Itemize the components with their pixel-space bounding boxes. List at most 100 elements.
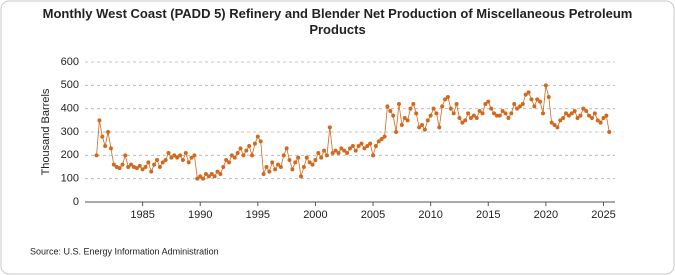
data-point (333, 148, 338, 153)
data-point (319, 155, 324, 160)
data-point (284, 146, 289, 151)
data-point (431, 106, 436, 111)
data-point (307, 160, 312, 165)
data-point (267, 169, 272, 174)
data-point (532, 104, 537, 109)
data-point (497, 113, 502, 118)
y-tick-label: 200 (61, 149, 79, 161)
data-point (201, 176, 206, 181)
data-point (111, 162, 116, 167)
data-point (356, 144, 361, 148)
data-point (451, 111, 456, 116)
x-tick-label: 2005 (361, 209, 385, 221)
data-point (106, 130, 111, 134)
data-point (310, 162, 315, 167)
data-point (348, 146, 352, 151)
data-point (494, 113, 499, 118)
data-point (460, 120, 465, 125)
data-point (483, 102, 488, 106)
data-point (371, 153, 376, 158)
data-point (526, 90, 531, 95)
data-point (385, 104, 390, 109)
data-point (166, 151, 171, 155)
data-point (281, 153, 286, 158)
data-point (425, 118, 430, 123)
data-point (515, 106, 520, 111)
data-point (359, 141, 364, 146)
data-point (129, 162, 134, 167)
data-point (549, 120, 554, 125)
data-point (552, 123, 557, 127)
data-point (437, 125, 442, 130)
data-point (120, 162, 125, 167)
data-point (157, 165, 162, 169)
y-tick-label: 600 (61, 56, 79, 68)
data-point (607, 130, 612, 134)
data-point (546, 95, 551, 99)
x-tick-label: 2015 (476, 209, 500, 221)
data-point (339, 146, 344, 151)
data-point (561, 116, 566, 120)
data-point (345, 151, 350, 155)
y-tick-label: 500 (61, 79, 79, 91)
data-point (149, 169, 154, 174)
data-point (270, 160, 275, 165)
data-point (489, 106, 494, 111)
data-point (454, 102, 459, 106)
y-axis-label: Thousand Barrels (40, 88, 52, 175)
data-point (434, 111, 439, 116)
data-point (529, 97, 534, 102)
data-point (589, 116, 594, 120)
data-point (566, 113, 571, 118)
data-point (402, 116, 407, 120)
data-point (448, 106, 453, 111)
data-point (408, 106, 413, 111)
data-point (394, 130, 399, 134)
data-point (520, 102, 525, 106)
data-point (350, 144, 355, 148)
data-point (290, 167, 295, 172)
data-point (244, 148, 249, 153)
data-point (198, 174, 203, 179)
data-point (523, 92, 528, 97)
data-point (192, 153, 197, 158)
data-point (183, 151, 188, 155)
data-point (143, 165, 148, 169)
data-point (146, 160, 151, 165)
data-point (587, 113, 592, 118)
data-point (108, 146, 113, 151)
data-point (252, 141, 257, 146)
data-point (543, 83, 548, 88)
data-point (575, 116, 580, 120)
chart-title: Monthly West Coast (PADD 5) Refinery and… (42, 6, 633, 37)
data-point (492, 111, 497, 116)
data-point (391, 113, 396, 118)
data-point (327, 125, 332, 130)
data-point (209, 172, 214, 176)
data-point (512, 102, 517, 106)
data-point (399, 123, 404, 127)
data-point (94, 153, 99, 158)
x-tick-label: 1995 (246, 209, 270, 221)
data-point (293, 160, 298, 165)
data-point (592, 111, 597, 116)
data-point (301, 165, 306, 169)
data-point (117, 166, 122, 171)
data-point (353, 148, 358, 153)
data-point (474, 116, 479, 120)
data-point (428, 113, 433, 118)
data-point (414, 111, 419, 116)
data-point (443, 97, 448, 102)
x-tick-label: 2025 (591, 209, 615, 221)
data-point (480, 111, 485, 116)
data-point (598, 120, 603, 125)
data-point (241, 153, 246, 158)
data-point (405, 118, 410, 123)
data-point (195, 176, 200, 181)
data-point (238, 146, 243, 151)
data-point (175, 155, 180, 160)
data-point (206, 174, 211, 179)
data-point (595, 118, 600, 123)
y-tick-label: 400 (61, 103, 79, 115)
